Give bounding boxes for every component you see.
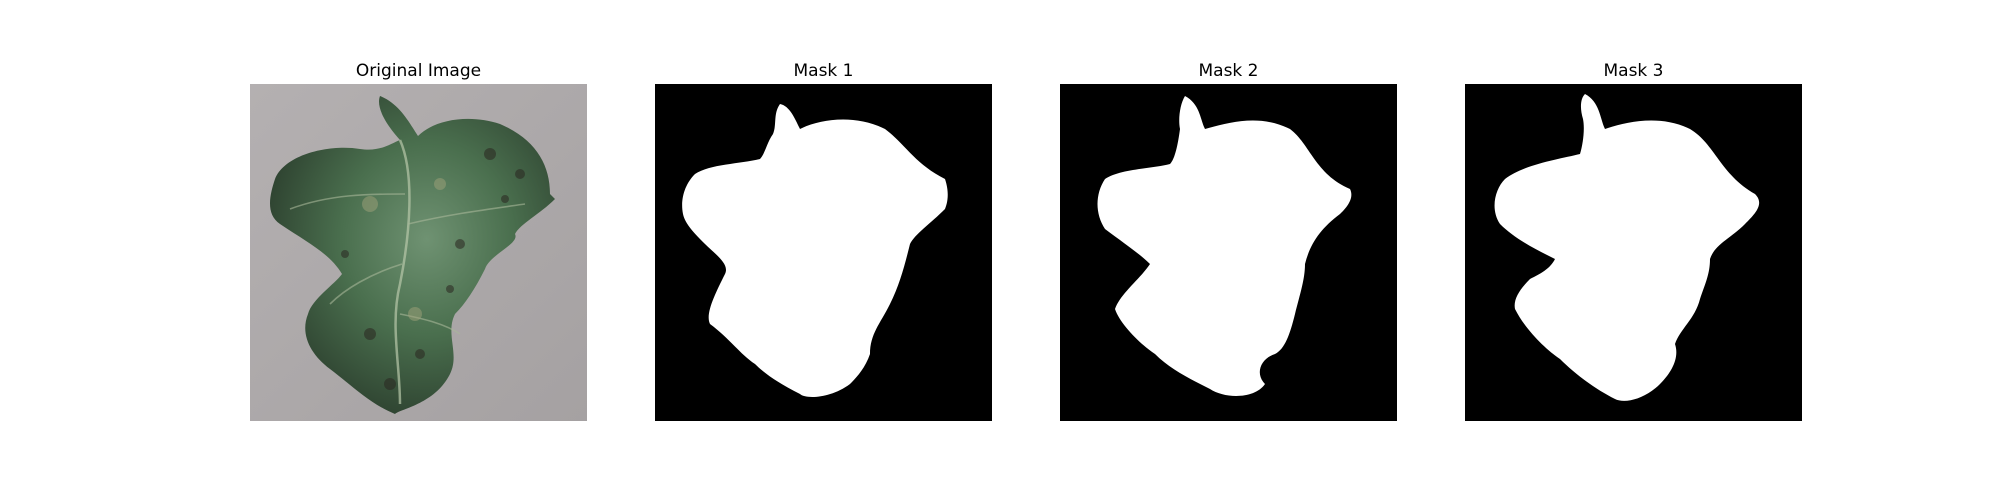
- mask-1-panel: Mask 1: [655, 58, 992, 421]
- original-image-panel: Original Image: [250, 58, 587, 421]
- mask-3-panel: Mask 3: [1465, 58, 1802, 421]
- mask-2-title: Mask 2: [1198, 61, 1259, 81]
- mask-2-shape: [1060, 84, 1397, 421]
- leaf-photo: [250, 84, 587, 421]
- mask-3-shape: [1465, 84, 1802, 421]
- mask-1-title: Mask 1: [793, 61, 854, 81]
- mask-3-image: [1465, 84, 1802, 421]
- mask-1-image: [655, 84, 992, 421]
- mask-3-title: Mask 3: [1603, 61, 1664, 81]
- mask-2-panel: Mask 2: [1060, 58, 1397, 421]
- original-image-title: Original Image: [355, 61, 482, 81]
- mask-1-shape: [655, 84, 992, 421]
- mask-2-image: [1060, 84, 1397, 421]
- original-image: [250, 84, 587, 421]
